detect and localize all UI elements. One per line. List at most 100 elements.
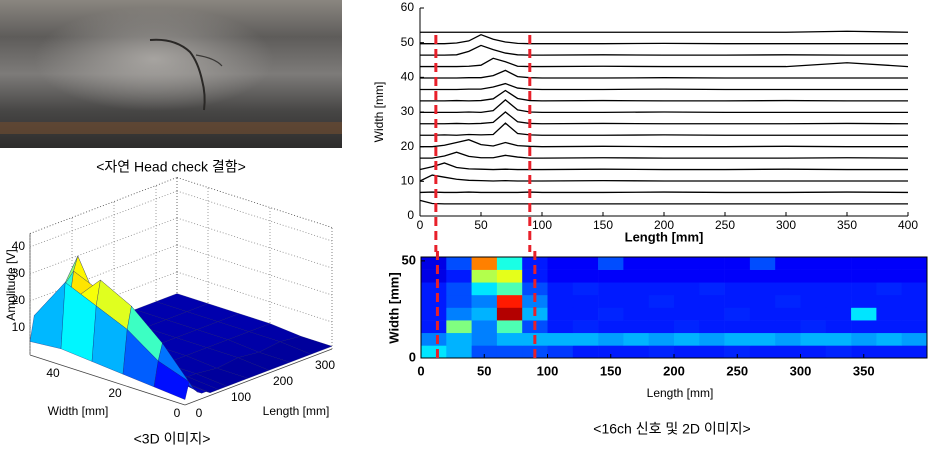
heat-cell [851, 320, 877, 333]
heat-cell [649, 257, 675, 270]
heat-cell [548, 308, 574, 321]
x-tick-label: 0 [417, 363, 424, 378]
signal-line [420, 84, 908, 90]
heat-cell [750, 320, 776, 333]
heat-cell [623, 257, 649, 270]
signal-line [420, 31, 908, 32]
z-tick-label: 10 [12, 320, 26, 334]
heat-cell [472, 308, 498, 321]
heat-cell [548, 333, 574, 346]
heat-cell [598, 282, 624, 295]
grid-line [30, 191, 177, 247]
heat-cell [674, 282, 700, 295]
heat-cell [421, 320, 447, 333]
heat-cell [497, 257, 523, 270]
y-axis-label: Width [mm] [48, 404, 109, 418]
heat-cell [775, 333, 801, 346]
y-tick-label: 10 [401, 174, 415, 188]
grid-line [177, 218, 332, 268]
heat-cell [775, 282, 801, 295]
heat-cell [497, 320, 523, 333]
heat-cell [801, 333, 827, 346]
heat-cell [598, 270, 624, 283]
y-tick-label: 40 [401, 70, 415, 84]
heat-cell [446, 308, 472, 321]
heat-cell [876, 308, 902, 321]
grid-line [177, 191, 332, 241]
x-tick-label: 200 [273, 374, 293, 388]
heat-cell [598, 295, 624, 308]
heat-cell [775, 295, 801, 308]
heat-cell [750, 295, 776, 308]
heat-cell [472, 270, 498, 283]
heat-cell [699, 345, 725, 358]
heat-cell [902, 270, 928, 283]
heat-cell [623, 320, 649, 333]
heat-cell [421, 333, 447, 346]
heat-cell [826, 308, 852, 321]
x-tick-label: 50 [477, 363, 491, 378]
x-tick-label: 150 [600, 363, 622, 378]
heat-cell [674, 308, 700, 321]
heat-cell [421, 282, 447, 295]
heat-cell [699, 333, 725, 346]
heat-cell [573, 270, 599, 283]
heat-cell [446, 282, 472, 295]
heat-cell [801, 320, 827, 333]
heat-cell [623, 282, 649, 295]
heat-cell [851, 295, 877, 308]
signal-line [420, 163, 908, 170]
heat-cell [674, 270, 700, 283]
heat-cell [750, 345, 776, 358]
heat-cell [851, 333, 877, 346]
heat-cell [573, 282, 599, 295]
heat-cell [725, 257, 751, 270]
x-tick-label: 250 [726, 363, 748, 378]
heat-cell [573, 257, 599, 270]
x-axis-label: Length [mm] [263, 404, 330, 418]
heat-cell [826, 282, 852, 295]
heat-cell [750, 308, 776, 321]
y-axis-label: Width [mm] [372, 82, 386, 143]
heat-cell [851, 257, 877, 270]
photo-edge [0, 122, 342, 134]
heat-cell [775, 320, 801, 333]
heat-cell [446, 295, 472, 308]
heat-cell [548, 345, 574, 358]
x-tick-label: 100 [532, 218, 552, 232]
z-axis-label: Amplitude [V] [4, 249, 18, 320]
heat-cell [623, 308, 649, 321]
x-tick-label: 300 [776, 218, 796, 232]
heat-cell [497, 345, 523, 358]
heat-cell [649, 320, 675, 333]
box-edge [177, 178, 332, 228]
heat-cell [775, 257, 801, 270]
heat-cell [472, 333, 498, 346]
heat-cell [826, 257, 852, 270]
x-tick-label: 350 [853, 363, 875, 378]
heat-cell [446, 320, 472, 333]
heat-cell [699, 295, 725, 308]
heat-cell [725, 270, 751, 283]
heat-cell [826, 295, 852, 308]
y-tick-label: 30 [401, 104, 415, 118]
heat-cell [902, 257, 928, 270]
heat-cell [573, 333, 599, 346]
heat-cell [472, 257, 498, 270]
heat-cell [725, 308, 751, 321]
heat-cell [699, 257, 725, 270]
heat-cell [598, 308, 624, 321]
heat-cell [876, 295, 902, 308]
heat-cell [598, 333, 624, 346]
heat-cell [826, 320, 852, 333]
signal-line [420, 35, 908, 44]
heat-cell [623, 345, 649, 358]
heat-cell [421, 270, 447, 283]
heat-cell [801, 345, 827, 358]
heat-cell [851, 308, 877, 321]
heat-cell [876, 282, 902, 295]
x-axis-label: Length [mm] [647, 386, 714, 400]
heat-cell [750, 257, 776, 270]
heat-cell [699, 282, 725, 295]
